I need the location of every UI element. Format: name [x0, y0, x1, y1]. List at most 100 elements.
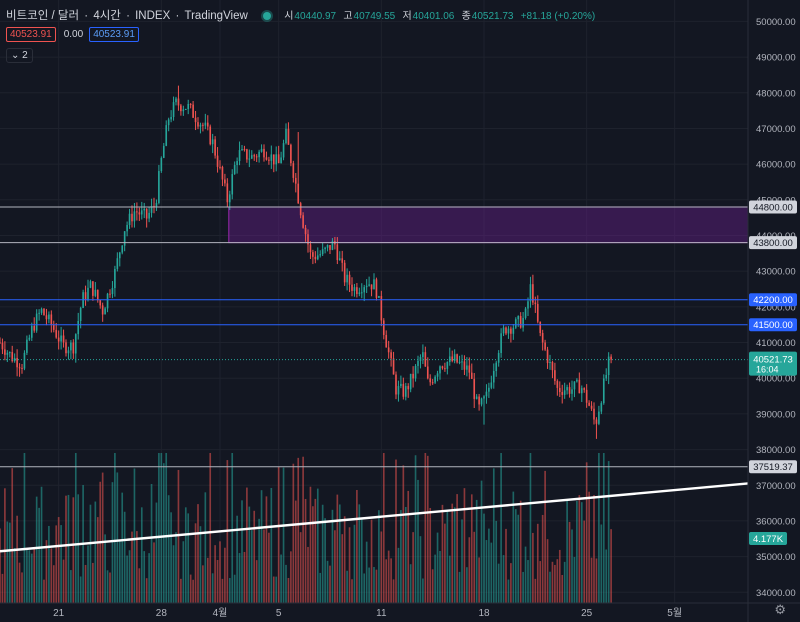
volume-bar: [417, 479, 419, 603]
candle-body: [412, 373, 414, 379]
volume-bar: [197, 504, 199, 603]
volume-badge-bg: [749, 532, 787, 545]
candle-body: [26, 339, 28, 353]
volume-bar: [282, 467, 285, 603]
volume-bar: [248, 506, 251, 603]
candle-body: [382, 320, 385, 335]
price-tick-label: 43000.00: [756, 267, 796, 278]
time-tick-label: 5: [276, 608, 282, 619]
volume-bar: [172, 545, 175, 603]
volume-bar: [549, 571, 551, 603]
volume-bar: [358, 504, 361, 603]
candle-body: [177, 98, 180, 106]
interval[interactable]: 4시간: [93, 10, 121, 22]
volume-bar: [275, 576, 278, 603]
candle-body: [160, 157, 163, 172]
volume-bar: [236, 515, 238, 603]
volume-bar: [241, 500, 243, 603]
volume-bar: [50, 548, 53, 603]
time-tick-label: 11: [376, 608, 387, 619]
volume-bar: [304, 498, 307, 603]
volume-label: 4.177K: [753, 534, 784, 545]
candle-body: [595, 419, 598, 424]
candle-body: [532, 284, 534, 303]
volume-bar: [439, 550, 441, 603]
candle-body: [480, 398, 483, 405]
horizontal-line-label: 41500.00: [753, 320, 793, 331]
candle-body: [549, 362, 551, 364]
candle-body: [380, 296, 383, 321]
volume-bar: [429, 507, 432, 603]
volume-bar: [79, 576, 82, 603]
candle-body: [346, 274, 348, 283]
candle-body: [492, 371, 495, 383]
candle-body: [106, 293, 109, 309]
time-tick-label: 4월: [213, 607, 228, 619]
candle-body: [62, 335, 65, 343]
candle-body: [199, 124, 202, 127]
candle-body: [133, 211, 136, 222]
candle-body: [165, 125, 168, 146]
candle-body: [600, 403, 603, 412]
volume-bar: [114, 453, 116, 603]
volume-bar: [458, 571, 461, 603]
candle-body: [287, 128, 290, 145]
volume-bar: [121, 492, 124, 603]
candle-body: [211, 139, 214, 145]
candle-body: [109, 293, 111, 295]
candle-body: [175, 98, 177, 103]
volume-bar: [72, 497, 75, 603]
candle-body: [417, 360, 419, 366]
candle-body: [60, 335, 62, 342]
candle-body: [233, 165, 236, 175]
candle-body: [16, 357, 18, 368]
volume-bar: [211, 573, 214, 603]
candle-body: [18, 367, 21, 369]
candle-body: [4, 349, 6, 355]
candle-body: [470, 372, 473, 379]
candle-body: [453, 354, 456, 361]
candle-body: [270, 154, 273, 161]
volume-bar: [4, 488, 6, 603]
candle-body: [307, 234, 309, 245]
volume-bar: [365, 541, 368, 603]
candle-body: [50, 314, 53, 325]
candle-body: [546, 349, 549, 363]
gear-icon[interactable]: ⚙: [774, 602, 786, 617]
candle-body: [348, 274, 351, 285]
volume-bar: [148, 553, 150, 603]
candle-body: [121, 245, 124, 253]
volume-bar: [473, 531, 476, 603]
volume-bar: [287, 577, 290, 603]
ask-button[interactable]: 40523.91: [89, 27, 139, 42]
price-tick-label: 42000.00: [756, 302, 796, 313]
volume-bar: [255, 560, 258, 603]
indicators-collapse-button[interactable]: ⌄ 2: [6, 48, 33, 63]
candle-body: [544, 342, 546, 350]
candle-body: [30, 325, 33, 338]
candle-body: [84, 292, 87, 300]
candle-body: [263, 148, 265, 158]
volume-bar: [128, 550, 131, 603]
candle-body: [429, 378, 432, 383]
volume-bar: [534, 578, 537, 603]
volume-bar: [356, 489, 358, 603]
candle-body: [488, 387, 490, 392]
volume-bar: [422, 578, 424, 603]
volume-bar: [219, 541, 221, 603]
volume-bar: [314, 498, 317, 603]
volume-bar: [62, 559, 65, 603]
candle-body: [351, 284, 353, 291]
candle-body: [28, 337, 31, 340]
volume-bar: [529, 453, 532, 603]
symbol-name[interactable]: 비트코인 / 달러: [6, 10, 80, 22]
candle-body: [94, 289, 97, 296]
chart-header: 비트코인 / 달러 · 4시간 · INDEX · TradingView 시4…: [6, 10, 596, 22]
volume-bar: [363, 573, 366, 603]
bid-button[interactable]: 40523.91: [6, 27, 56, 42]
candle-body: [302, 215, 304, 228]
volume-bar: [598, 453, 600, 603]
candle-body: [172, 102, 175, 117]
candle-body: [13, 357, 16, 362]
